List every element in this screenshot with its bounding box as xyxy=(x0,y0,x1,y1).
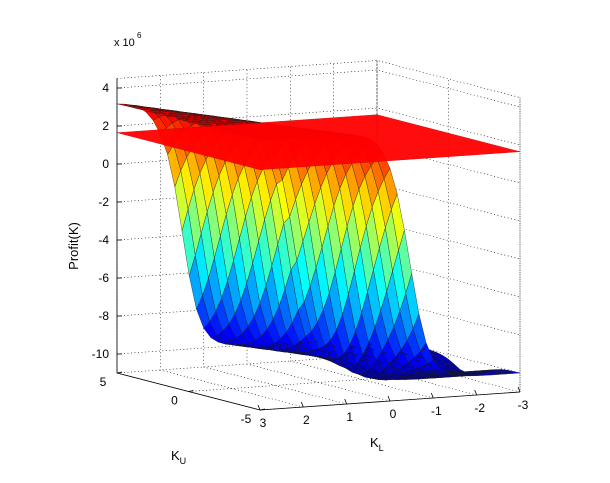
y-axis-label: KU xyxy=(171,448,186,466)
ku-tick-mark-2 xyxy=(259,408,266,411)
kl-tick-mark-2 xyxy=(344,398,348,405)
zero-profit-plane xyxy=(116,114,521,170)
tick-labels: 4 2 0 -2 -4 -6 -8 -10 3 2 1 0 -1 -2 -3 5 0 -5 xyxy=(92,81,529,430)
z-tick-label-2: 0 xyxy=(102,157,109,171)
kl-tick-mark-1 xyxy=(300,401,304,408)
kl-tick-mark-0 xyxy=(257,404,261,411)
z-tick-label-0: 4 xyxy=(102,81,109,95)
x-axis-label: KL xyxy=(370,435,384,453)
ku-tick-label-2: -5 xyxy=(241,412,252,426)
grid-top-rim xyxy=(116,60,521,98)
kl-tick-mark-4 xyxy=(430,392,434,399)
kl-tick-mark-3 xyxy=(387,395,391,402)
grid-kl-4 xyxy=(290,66,434,399)
ku-tick-label-1: 0 xyxy=(171,394,178,408)
kl-tick-label-6: -3 xyxy=(518,398,529,412)
kl-tick-label-1: 2 xyxy=(303,413,310,427)
kl-tick-label-0: 3 xyxy=(260,416,267,430)
kl-tick-mark-6 xyxy=(517,386,521,393)
axes xyxy=(116,78,521,411)
kl-tick-label-5: -2 xyxy=(474,401,485,415)
surface-facet xyxy=(116,103,131,106)
grid-z-0 xyxy=(116,69,521,108)
kl-tick-label-4: -1 xyxy=(431,404,442,418)
z-multiplier: x 10 xyxy=(114,37,135,49)
ku-tick-mark-1 xyxy=(188,390,194,392)
kl-tick-mark-5 xyxy=(474,389,478,396)
z-axis-label: Profit(K) xyxy=(66,222,81,270)
z-tick-label-6: -8 xyxy=(98,309,109,323)
kl-tick-label-2: 1 xyxy=(346,410,353,424)
z-multiplier-exponent: 6 xyxy=(137,31,142,40)
zero-profit-plane-fill xyxy=(116,114,521,170)
z-tick-label-7: -10 xyxy=(92,347,110,361)
z-tick-label-1: 2 xyxy=(102,119,109,133)
ku-tick-mark-0 xyxy=(116,371,123,374)
z-tick-label-3: -2 xyxy=(98,195,109,209)
kl-tick-label-3: 0 xyxy=(390,407,397,421)
grid-kl-2 xyxy=(203,72,347,405)
z-tick-label-5: -6 xyxy=(98,271,109,285)
ku-tick-label-0: 5 xyxy=(100,375,107,389)
grid-kl-1 xyxy=(160,75,304,408)
z-tick-label-4: -4 xyxy=(98,233,109,247)
